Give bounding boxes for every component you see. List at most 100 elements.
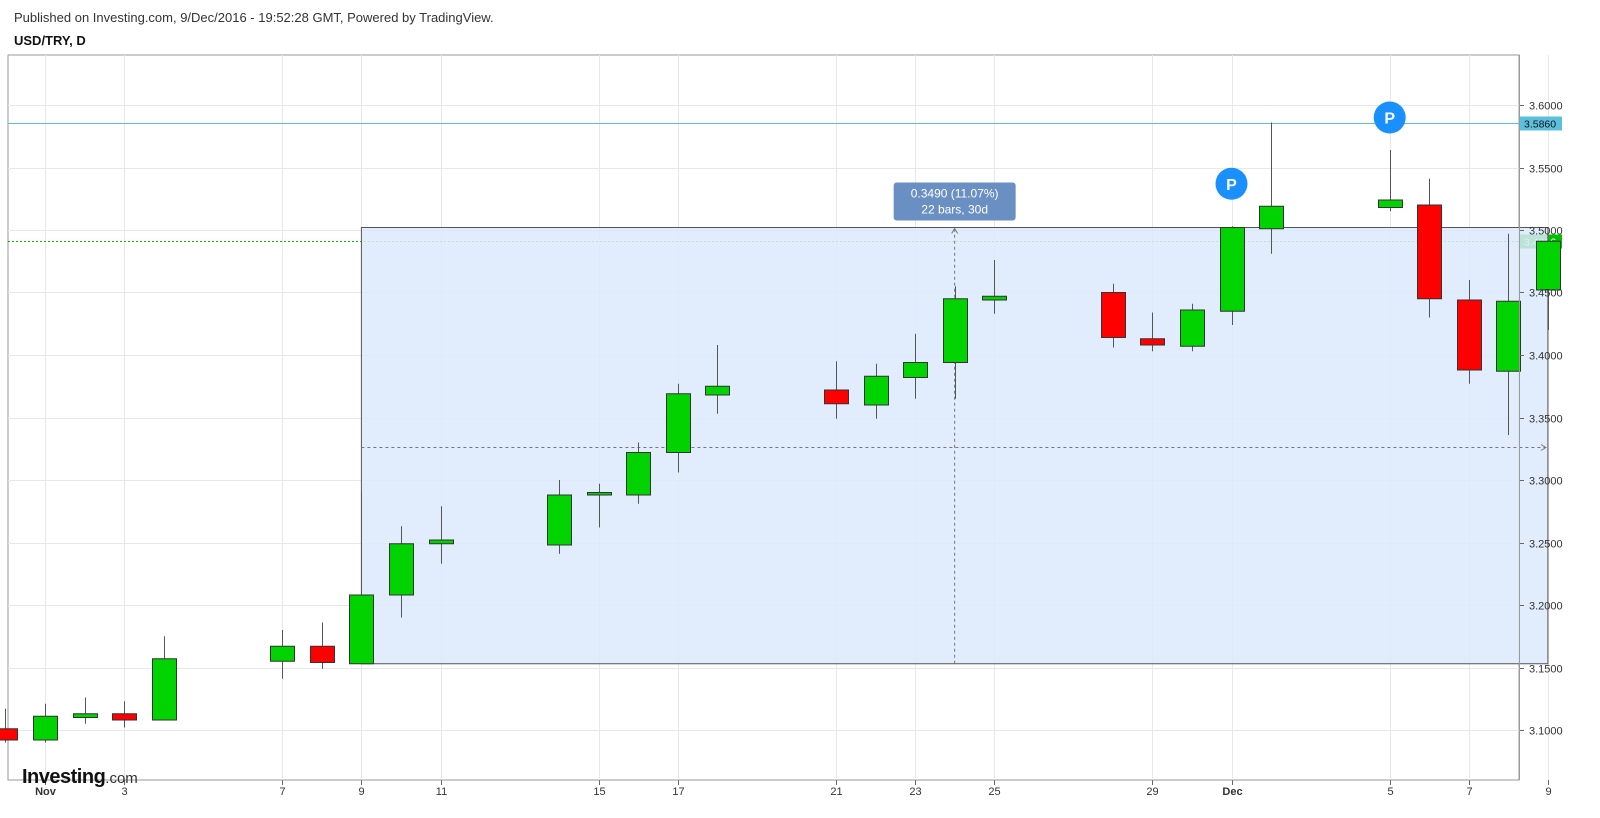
candle-body	[349, 594, 374, 665]
symbol-title: USD/TRY, D	[14, 33, 86, 48]
pivot-marker-circle	[1215, 167, 1248, 200]
candle-up	[349, 492, 374, 665]
candle-down	[824, 361, 849, 419]
candle-body	[1140, 338, 1165, 346]
candle-up	[1496, 233, 1521, 435]
candle-body	[1496, 300, 1521, 372]
x-tick-label: 21	[830, 786, 842, 798]
candle-body	[112, 713, 137, 721]
candle-down	[1417, 178, 1442, 318]
measure-tool: 0.3490 (11.07%) 22 bars, 30d	[360, 182, 1549, 665]
candle-down	[1457, 280, 1482, 384]
y-tick-label: 3.6000	[1529, 101, 1563, 113]
candle-body	[1101, 292, 1126, 338]
candle-up	[1536, 240, 1561, 330]
pivot-marker-label: P	[1384, 111, 1395, 128]
y-tick-label: 3.4500	[1529, 288, 1563, 300]
candle-up	[1378, 150, 1403, 212]
x-tick-label: 7	[279, 786, 285, 798]
measure-badge	[893, 182, 1016, 221]
x-tick-label: 17	[672, 786, 684, 798]
y-tick-label: 3.5500	[1529, 164, 1563, 176]
candle-down	[310, 622, 335, 669]
candle-up	[1180, 303, 1205, 352]
candle-body	[982, 295, 1007, 301]
y-tick-label: 3.1500	[1529, 664, 1563, 676]
candle-down	[112, 701, 137, 728]
candle-body	[587, 492, 612, 496]
axes: 3.1000 3.1500 3.2000 3.2500 3.3000 3.3500 3.40…	[35, 55, 1563, 798]
x-tick-label: 23	[909, 786, 921, 798]
x-tick-label: 9	[358, 786, 364, 798]
measure-bars-label: 22 bars, 30d	[921, 203, 988, 217]
candle-down	[1140, 312, 1165, 352]
candle-up	[1220, 226, 1245, 325]
resistance-tag	[1520, 116, 1562, 131]
y-tick-label: 3.4000	[1529, 351, 1563, 363]
candle-up	[547, 480, 572, 554]
x-tick-label: 5	[1387, 786, 1393, 798]
candle-body	[389, 543, 414, 596]
candle-up	[864, 363, 889, 419]
candle-body	[33, 715, 58, 741]
y-tick-label: 3.1000	[1529, 726, 1563, 738]
candle-up	[705, 345, 730, 414]
markers: PP	[1215, 101, 1406, 200]
investing-logo: Investing.com	[22, 766, 138, 789]
y-tick-label: 3.5000	[1529, 226, 1563, 238]
candle-up	[270, 630, 295, 679]
candle-body	[1220, 227, 1245, 312]
candle-body	[1536, 240, 1561, 291]
candle-body	[270, 645, 295, 662]
candle-up	[903, 333, 928, 399]
candle-body	[864, 375, 889, 406]
candle-down	[0, 708, 18, 743]
pivot-marker-label: P	[1226, 177, 1237, 194]
measure-change-label: 0.3490 (11.07%)	[911, 187, 999, 201]
y-tick-label: 3.3500	[1529, 414, 1563, 426]
candle-body	[1417, 204, 1442, 300]
candle-body	[547, 494, 572, 546]
candle-up	[943, 286, 968, 399]
candle-up	[389, 526, 414, 618]
measure-arrow-right	[1540, 444, 1547, 451]
y-tick-label: 3.3000	[1529, 476, 1563, 488]
candle-up	[626, 442, 651, 504]
candle-up	[152, 636, 177, 721]
x-tick-label: 15	[593, 786, 605, 798]
x-tick-label: Nov	[35, 786, 57, 798]
candle-body	[824, 389, 849, 405]
candle-body	[0, 728, 18, 741]
candle-up	[982, 260, 1007, 314]
x-tick-label: 7	[1466, 786, 1472, 798]
x-tick-label: 9	[1545, 786, 1551, 798]
candle-body	[903, 362, 928, 378]
candles	[0, 122, 1561, 743]
candle-up	[1259, 122, 1284, 254]
measure-arrow-up	[951, 227, 959, 234]
x-tick-label: Dec	[1222, 786, 1242, 798]
y-tick-label: 3.2000	[1529, 601, 1563, 613]
x-tick-label: 25	[988, 786, 1000, 798]
candle-body	[705, 385, 730, 396]
candle-body	[1378, 199, 1403, 208]
x-tick-label: 29	[1146, 786, 1158, 798]
candle-body	[666, 393, 691, 453]
logo-main: Investing	[22, 766, 106, 788]
y-tick-label: 3.2500	[1529, 539, 1563, 551]
pivot-marker: P	[1373, 101, 1406, 134]
candle-body	[429, 539, 454, 545]
candle-down	[1101, 283, 1126, 348]
candle-body	[1180, 309, 1205, 347]
candle-body	[73, 713, 98, 718]
candle-body	[310, 645, 335, 663]
pivot-marker-circle	[1373, 101, 1406, 134]
candle-body	[626, 452, 651, 496]
x-tick-label: 3	[121, 786, 127, 798]
x-tick-label: 11	[436, 786, 447, 798]
logo-suffix: .com	[105, 770, 138, 787]
candle-up	[429, 506, 454, 564]
candle-body	[943, 298, 968, 363]
candle-up	[587, 483, 612, 528]
